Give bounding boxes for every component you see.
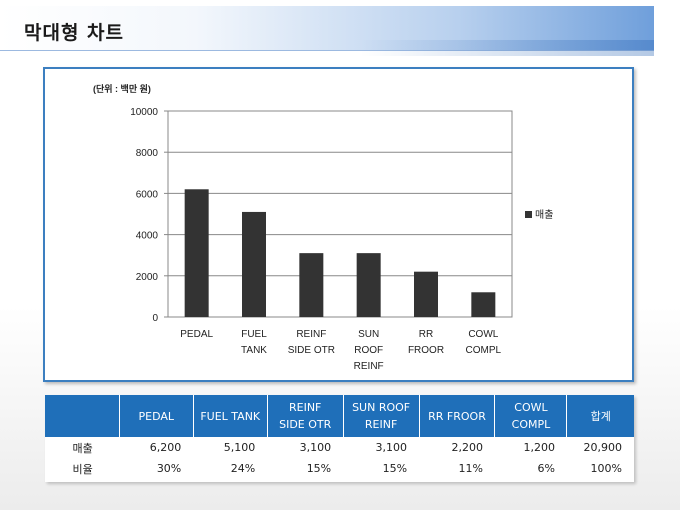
x-tick-label: PEDAL — [180, 329, 213, 340]
table-cell: 30% — [119, 458, 194, 482]
bar — [414, 271, 438, 317]
y-tick-label: 10000 — [130, 107, 158, 118]
table-header-cell: PEDAL — [119, 395, 194, 437]
table-cell: 20,900 — [566, 437, 634, 458]
data-table: PEDAL FUEL TANK REINF SIDE OTR SUN ROOF REINF… — [45, 395, 634, 482]
title-accent-stripe — [360, 40, 654, 56]
bar — [356, 253, 381, 317]
table-cell: 3,100 — [343, 437, 420, 458]
x-tick-label: COMPL — [466, 345, 502, 356]
x-tick-label: FUEL — [241, 329, 267, 340]
y-tick-label: 8000 — [136, 148, 159, 159]
x-tick-label: TANK — [241, 345, 267, 356]
table-cell: 100% — [566, 458, 634, 482]
chart-frame: (단위 : 백만 원) 0 2000 4000 6000 8000 10000 PEDAL FU… — [43, 67, 634, 382]
title-bar: 막대형 차트 — [0, 6, 654, 56]
table-cell: 2,200 — [419, 437, 495, 458]
table-body: 매출 6,200 5,100 3,100 3,100 2,200 1,200 20,900 비율… — [45, 437, 634, 482]
table-cell: 6% — [494, 458, 567, 482]
table-cell: 15% — [267, 458, 344, 482]
table-cell: 24% — [193, 458, 268, 482]
table-row: 매출 6,200 5,100 3,100 3,100 2,200 1,200 20,900 — [45, 437, 634, 458]
x-tick-label: SUN — [358, 329, 379, 340]
plot-area — [167, 110, 513, 318]
table-cell: 3,100 — [267, 437, 344, 458]
table-cell: 1,200 — [494, 437, 567, 458]
y-tick-label: 6000 — [136, 189, 159, 200]
legend-label: 매출 — [535, 209, 553, 221]
x-tick-label: REINF — [296, 329, 326, 340]
table-header-row: PEDAL FUEL TANK REINF SIDE OTR SUN ROOF REINF… — [45, 395, 634, 437]
page-title: 막대형 차트 — [24, 22, 125, 44]
x-tick-label: SIDE OTR — [288, 345, 335, 356]
table-cell: 15% — [343, 458, 420, 482]
x-tick-label: REINF — [354, 361, 384, 372]
x-tick-label: RR — [419, 329, 433, 340]
table-row: 비율 30% 24% 15% 15% 11% 6% 100% — [45, 458, 634, 482]
table-header-cell: 합계 — [566, 395, 634, 437]
bar — [242, 211, 266, 317]
table-row-header: 매출 — [45, 437, 120, 458]
table-cell: 5,100 — [193, 437, 268, 458]
legend-swatch — [525, 211, 532, 218]
table-row-header: 비율 — [45, 458, 120, 482]
y-tick-label: 4000 — [136, 231, 159, 242]
table-corner-cell — [45, 395, 120, 437]
y-tick-label: 2000 — [136, 272, 159, 283]
bar-chart: (단위 : 백만 원) 0 2000 4000 6000 8000 10000 PEDAL FU… — [93, 83, 553, 372]
x-tick-label: COWL — [468, 329, 498, 340]
unit-note: (단위 : 백만 원) — [93, 83, 151, 94]
table-cell: 11% — [419, 458, 495, 482]
bar — [471, 292, 496, 317]
table-header-cell: REINF SIDE OTR — [267, 395, 344, 437]
bar — [184, 189, 209, 317]
table-cell: 6,200 — [119, 437, 194, 458]
table-header-cell: RR FROOR — [419, 395, 496, 437]
table-header-cell: SUN ROOF REINF — [343, 395, 420, 437]
table-header-cell: COWL COMPL — [494, 395, 568, 437]
x-tick-label: FROOR — [408, 345, 444, 356]
bar — [299, 253, 324, 317]
x-tick-label: ROOF — [354, 345, 383, 356]
y-tick-label: 0 — [152, 313, 158, 324]
table-header-cell: FUEL TANK — [193, 395, 268, 437]
